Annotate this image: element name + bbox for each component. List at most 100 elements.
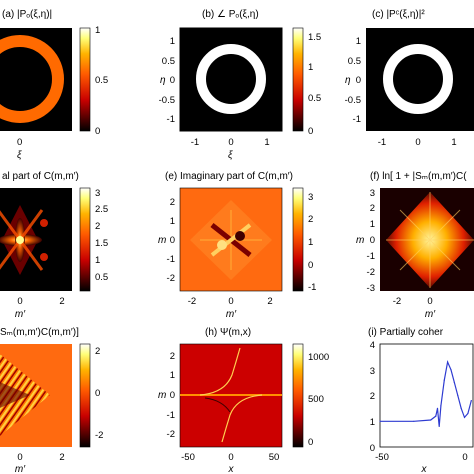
- panel-a-colorbar: [79, 27, 91, 132]
- panel-h-cb-tick: 500: [308, 394, 324, 405]
- panel-h-xtick: -50: [181, 452, 195, 463]
- panel-e-cb-tick: 2: [308, 214, 313, 225]
- panel-i-point: [460, 407, 462, 409]
- panel-e: (e) Imaginary part of C(m,m′) 2 1 0 -1 -…: [158, 171, 316, 320]
- panel-f-xtick: -2: [393, 296, 401, 307]
- panel-b-xtick: 1: [264, 137, 269, 148]
- panel-c-plot: [366, 28, 474, 131]
- panel-h-xtick: 50: [269, 452, 280, 463]
- panel-a-cb-tick: 0: [95, 126, 100, 137]
- panel-d-cb-tick: 2: [95, 221, 100, 232]
- panel-h-ytick: -2: [167, 429, 175, 440]
- panel-c-ytick: 0: [356, 75, 361, 86]
- panel-i-point: [438, 425, 440, 427]
- panel-i-line: [380, 359, 472, 427]
- panel-b: (b) ∠ Pₒ(ξ,η) 1 0.5 0 -0.5 -1 η -1 0 1 ξ…: [159, 9, 322, 161]
- panel-g-colorbar: [79, 343, 91, 448]
- panel-f-title: (f) ln[ 1 + |Sₘ(m,m′)C(: [370, 171, 467, 182]
- panel-b-colorbar: [292, 27, 304, 132]
- panel-i-ytick: 1: [370, 417, 375, 428]
- panel-b-ytick: 0.5: [162, 56, 175, 67]
- panel-g: Sₘ(m,m′)C(m,m′)] 2 0 -2 0 2 m′: [0, 327, 103, 474]
- panel-b-xlabel: ξ: [228, 150, 233, 161]
- panel-e-ytick: 2: [170, 197, 175, 208]
- panel-b-ring: [196, 44, 266, 114]
- panel-g-xtick: 0: [17, 452, 22, 463]
- panel-b-cb-tick: 1.5: [308, 32, 321, 43]
- panel-i-xtick: -50: [375, 452, 389, 463]
- panel-d-xtick: 0: [17, 296, 22, 307]
- panel-e-xtick: 2: [267, 296, 272, 307]
- panel-a-title: (a) |Pₒ(ξ,η)|: [2, 9, 52, 20]
- panel-d-title: al part of C(m,m′): [2, 171, 79, 182]
- panel-i-point: [379, 420, 381, 422]
- panel-c-ytick: -1: [353, 114, 361, 125]
- panel-i-xtick: 0: [462, 452, 467, 463]
- panel-d-cb-tick: 0.5: [95, 272, 108, 283]
- panel-i-ytick: 3: [370, 366, 375, 377]
- panel-i-point: [457, 394, 459, 397]
- panel-d-cb-tick: 2.5: [95, 204, 108, 215]
- panel-i-point: [470, 400, 472, 402]
- panel-f-ytick: 3: [370, 188, 375, 199]
- panel-b-ytick: 0: [170, 75, 175, 86]
- panel-i-point: [435, 415, 437, 417]
- panel-c-xtick: 0: [415, 137, 420, 148]
- panel-i-xlabel: x: [421, 464, 428, 474]
- panel-d-cb-tick: 1.5: [95, 238, 108, 249]
- panel-e-xlabel: m′: [226, 309, 237, 320]
- panel-c-title: (c) |Pᶜ(ξ,η)|²: [372, 9, 425, 20]
- panel-i-point: [413, 420, 415, 422]
- panel-d-xtick: 2: [59, 296, 64, 307]
- panel-c-ytick: -0.5: [345, 95, 361, 106]
- panel-g-xlabel: m′: [15, 464, 26, 474]
- panel-e-ytick: 1: [170, 216, 175, 227]
- panel-i-point: [440, 405, 442, 407]
- panel-h-xtick: 0: [228, 452, 233, 463]
- panel-i-point: [463, 416, 466, 418]
- panel-h-ytick: 2: [170, 351, 175, 362]
- panel-b-cb-tick: 0: [308, 126, 313, 137]
- panel-g-xtick: 2: [59, 452, 64, 463]
- panel-i-point: [450, 369, 452, 371]
- panel-f-ytick: 1: [370, 219, 375, 230]
- panel-f-ytick: 2: [370, 203, 375, 214]
- panel-f-xlabel: m′: [425, 309, 436, 320]
- panel-b-ytick: -0.5: [159, 95, 175, 106]
- panel-c-ytick: 0.5: [348, 56, 361, 67]
- panel-i-point: [467, 412, 469, 415]
- panel-i-point: [443, 379, 445, 381]
- panel-g-cb-tick: 0: [95, 388, 100, 399]
- panel-f-xtick: 0: [427, 296, 432, 307]
- panel-a: (a) |Pₒ(ξ,η)| 1 0.5 0 0 ξ: [0, 9, 108, 161]
- panel-c-ylabel: η: [345, 75, 351, 86]
- panel-i-plot: [379, 343, 474, 448]
- panel-e-title: (e) Imaginary part of C(m,m′): [165, 171, 293, 182]
- panel-f-ylabel: m: [356, 235, 364, 246]
- panel-h-xlabel: x: [228, 464, 235, 474]
- panel-b-cb-tick: 1: [308, 62, 313, 73]
- panel-h-cb-tick: 1000: [308, 352, 329, 363]
- panel-a-xtick: 0: [17, 137, 22, 148]
- panel-f-ytick: 0: [370, 235, 375, 246]
- panel-a-ring: [0, 35, 64, 123]
- panel-d-cb-tick: 3: [95, 188, 100, 199]
- panel-e-xtick: -2: [188, 296, 196, 307]
- panel-a-xlabel: ξ: [17, 150, 22, 161]
- panel-i-point: [430, 419, 432, 421]
- panel-e-cb-tick: 1: [308, 237, 313, 248]
- panel-g-title: Sₘ(m,m′)C(m,m′)]: [0, 327, 79, 338]
- panel-f-ytick: -1: [367, 251, 375, 262]
- panel-i-ytick: 2: [370, 391, 375, 402]
- panel-c-xtick: -1: [378, 137, 386, 148]
- panel-e-cb-tick: -1: [308, 282, 316, 293]
- panel-e-cb-tick: 0: [308, 260, 313, 271]
- panel-i-ytick: 4: [370, 340, 375, 351]
- panel-i-ytick: 0: [370, 443, 375, 454]
- panel-e-cb-tick: 3: [308, 192, 313, 203]
- panel-b-xtick: -1: [191, 137, 199, 148]
- panel-d-cb-tick: 1: [95, 255, 100, 266]
- panel-d-xlabel: m′: [15, 309, 26, 320]
- panel-g-cb-tick: -2: [95, 430, 103, 441]
- panel-i-point: [436, 407, 439, 409]
